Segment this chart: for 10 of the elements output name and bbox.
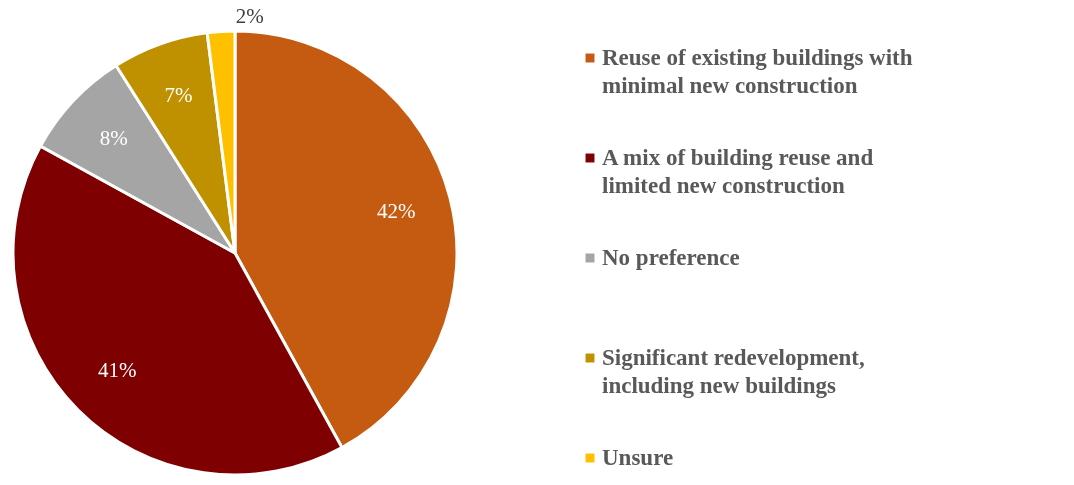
legend-label: Significant redevelopment, including new buildings [602,345,865,398]
legend-label: A mix of building reuse and limited new construction [602,145,874,198]
data-label: 8% [99,126,128,151]
data-label: 41% [98,357,137,382]
data-label: 7% [164,83,193,108]
legend-label: Unsure [602,445,674,470]
legend-label: No preference [602,245,740,270]
legend-label: Reuse of existing buildings with minimal new construction [602,45,913,98]
data-label: 2% [235,4,264,29]
data-label: 42% [377,198,416,223]
